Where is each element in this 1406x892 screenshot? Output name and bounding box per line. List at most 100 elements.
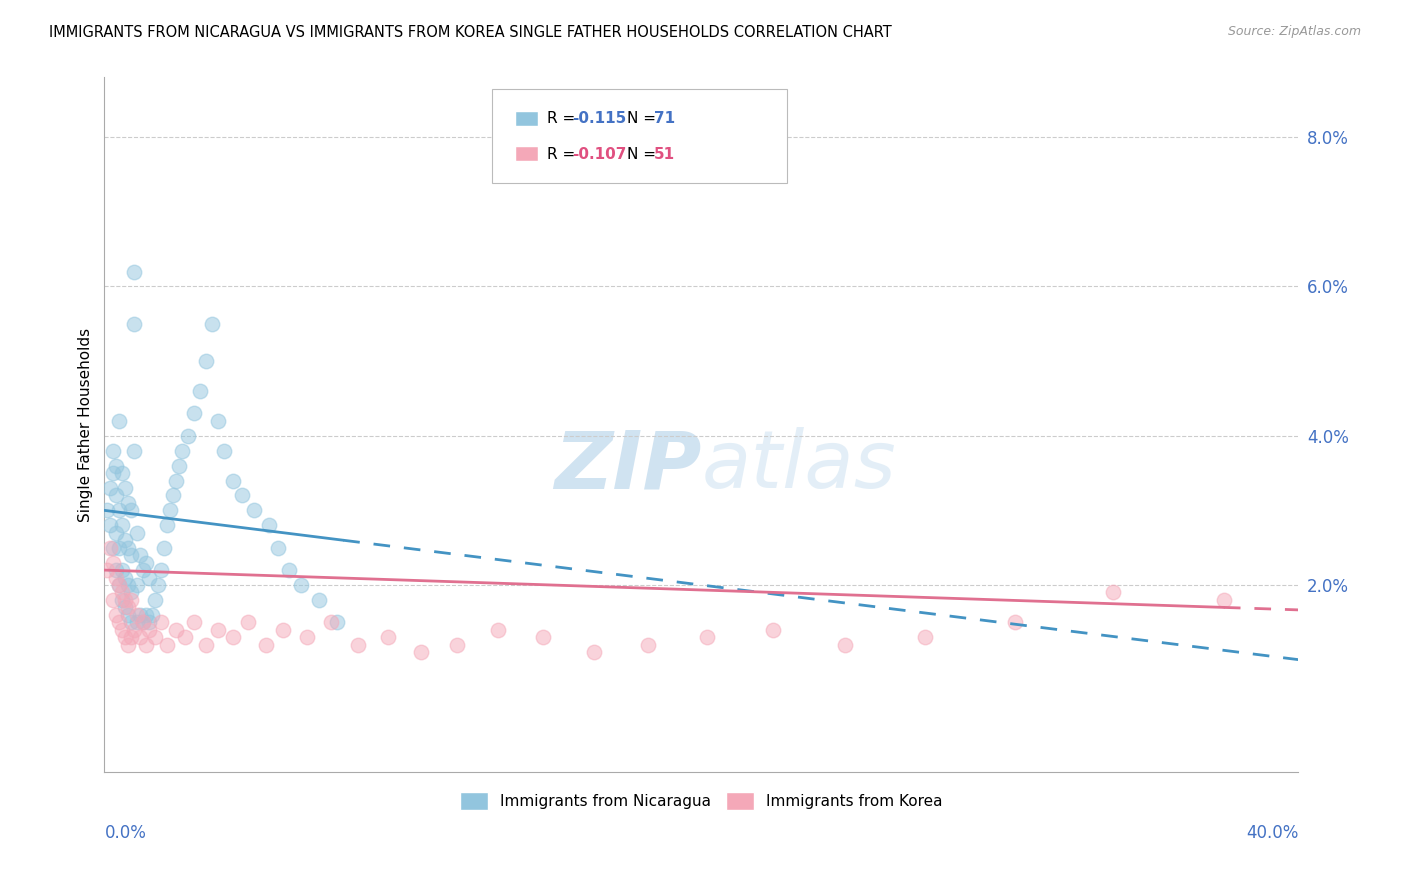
Point: [120, 585, 142, 599]
Point: [122, 264, 145, 278]
Point: [170, 443, 193, 458]
Point: [207, 623, 229, 637]
Point: [111, 623, 134, 637]
Point: [105, 458, 128, 473]
Point: [177, 428, 200, 442]
Point: [127, 525, 149, 540]
Point: [377, 630, 399, 644]
Text: IMMIGRANTS FROM NICARAGUA VS IMMIGRANTS FROM KOREA SINGLE FATHER HOUSEHOLDS CORR: IMMIGRANTS FROM NICARAGUA VS IMMIGRANTS …: [49, 25, 891, 40]
Point: [117, 496, 139, 510]
Point: [103, 541, 125, 555]
Point: [236, 615, 259, 630]
Text: N =: N =: [627, 112, 661, 126]
Point: [120, 548, 142, 562]
Point: [105, 488, 128, 502]
Point: [201, 317, 224, 331]
Point: [120, 630, 142, 644]
Point: [103, 593, 125, 607]
Point: [111, 466, 134, 480]
Point: [696, 630, 718, 644]
Point: [138, 615, 160, 630]
Point: [156, 638, 179, 652]
Point: [117, 578, 139, 592]
Point: [120, 593, 142, 607]
Point: [105, 525, 128, 540]
Point: [167, 458, 190, 473]
Point: [290, 578, 312, 592]
Point: [105, 570, 128, 584]
Point: [637, 638, 659, 652]
Point: [141, 607, 163, 622]
Point: [98, 518, 121, 533]
Point: [183, 406, 205, 420]
Point: [111, 585, 134, 599]
Point: [273, 623, 295, 637]
Point: [1212, 593, 1234, 607]
Point: [531, 630, 554, 644]
Point: [446, 638, 468, 652]
Text: ZIP: ZIP: [554, 427, 702, 505]
Point: [127, 607, 149, 622]
Point: [132, 563, 155, 577]
Point: [129, 548, 152, 562]
Point: [143, 593, 166, 607]
Point: [108, 541, 131, 555]
Point: [212, 443, 235, 458]
Point: [114, 570, 136, 584]
Point: [278, 563, 301, 577]
Point: [347, 638, 370, 652]
Point: [117, 541, 139, 555]
Point: [153, 541, 176, 555]
Point: [188, 384, 211, 398]
Text: -0.115: -0.115: [572, 112, 627, 126]
Point: [111, 563, 134, 577]
Point: [1102, 585, 1125, 599]
Point: [103, 443, 125, 458]
Point: [111, 593, 134, 607]
Point: [266, 541, 288, 555]
Point: [108, 503, 131, 517]
Point: [326, 615, 349, 630]
Point: [222, 630, 245, 644]
Point: [321, 615, 343, 630]
Point: [111, 518, 134, 533]
Point: [242, 503, 264, 517]
Point: [582, 645, 605, 659]
Point: [138, 623, 160, 637]
Point: [129, 607, 152, 622]
Point: [122, 317, 145, 331]
Point: [114, 481, 136, 495]
Text: 51: 51: [654, 147, 675, 161]
Point: [183, 615, 205, 630]
Text: R =: R =: [547, 147, 581, 161]
Point: [143, 630, 166, 644]
Point: [96, 503, 118, 517]
Point: [108, 414, 131, 428]
Point: [103, 556, 125, 570]
Point: [122, 443, 145, 458]
Point: [165, 474, 187, 488]
Text: 71: 71: [654, 112, 675, 126]
Text: N =: N =: [627, 147, 661, 161]
Text: atlas: atlas: [702, 427, 896, 505]
Text: 0.0%: 0.0%: [104, 824, 146, 842]
Point: [207, 414, 229, 428]
Point: [409, 645, 432, 659]
Point: [146, 578, 169, 592]
Point: [194, 354, 217, 368]
Point: [488, 623, 510, 637]
Point: [132, 615, 155, 630]
Point: [165, 623, 187, 637]
Point: [114, 630, 136, 644]
Point: [98, 541, 121, 555]
Point: [162, 488, 184, 502]
Point: [120, 503, 142, 517]
Y-axis label: Single Father Households: Single Father Households: [79, 327, 93, 522]
Point: [103, 466, 125, 480]
Text: 40.0%: 40.0%: [1246, 824, 1299, 842]
Point: [114, 533, 136, 548]
Point: [138, 570, 160, 584]
Legend: Immigrants from Nicaragua, Immigrants from Korea: Immigrants from Nicaragua, Immigrants fr…: [454, 786, 949, 816]
Point: [96, 563, 118, 577]
Point: [108, 615, 131, 630]
